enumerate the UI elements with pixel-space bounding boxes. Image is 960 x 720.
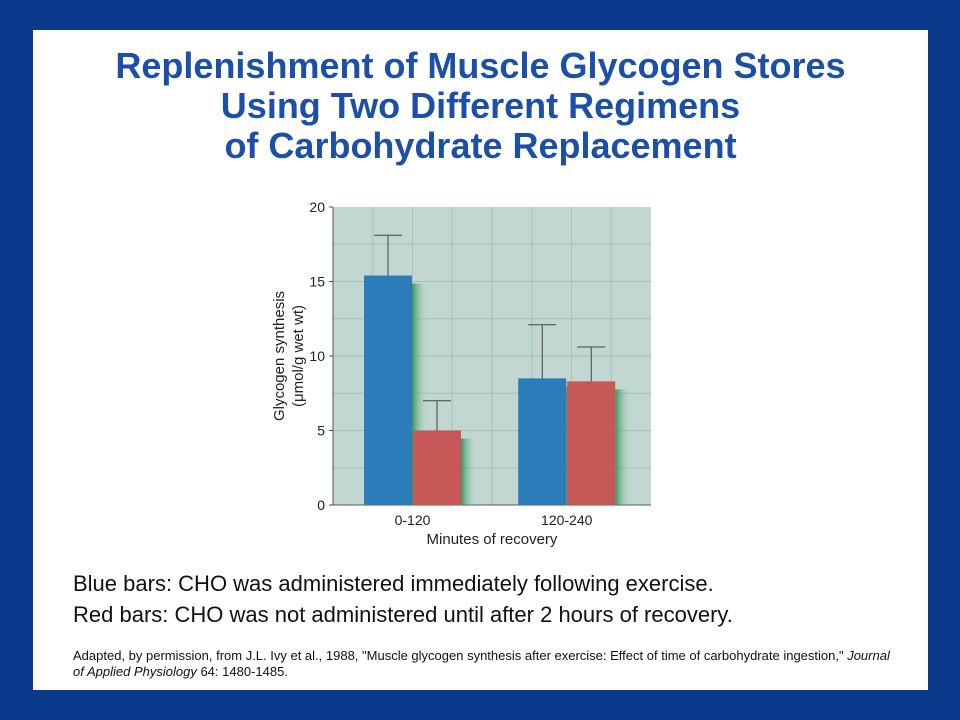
y-axis-label: Glycogen synthesis bbox=[271, 291, 288, 421]
caption: Blue bars: CHO was administered immediat… bbox=[73, 568, 913, 630]
bar bbox=[413, 430, 461, 505]
citation-journal: Journal of Applied Physiology bbox=[73, 648, 890, 679]
y-tick-label: 0 bbox=[317, 497, 325, 513]
bar bbox=[518, 378, 567, 505]
y-tick-label: 10 bbox=[309, 348, 325, 364]
x-axis-label: Minutes of recovery bbox=[427, 531, 558, 548]
bar-shadow bbox=[461, 438, 477, 505]
x-tick-label: 120-240 bbox=[541, 512, 593, 528]
y-tick-label: 20 bbox=[309, 199, 325, 215]
bar bbox=[567, 381, 616, 505]
bar bbox=[364, 275, 412, 505]
y-tick-label: 5 bbox=[317, 423, 325, 439]
y-axis-unit: (μmol/g wet wt) bbox=[290, 305, 307, 407]
citation: Adapted, by permission, from J.L. Ivy et… bbox=[73, 648, 903, 680]
x-tick-label: 0-120 bbox=[395, 512, 431, 528]
title-line-2: Using Two Different Regimens bbox=[220, 85, 741, 126]
bar-shadow bbox=[615, 389, 632, 505]
bar-chart: 0 5 10 15 20 0-120 120-240 Minutes of recovery G… bbox=[271, 199, 651, 548]
slide-title: Replenishment of Muscle Glycogen Stores … bbox=[33, 46, 928, 166]
citation-text: Adapted, by permission, from J.L. Ivy et… bbox=[73, 648, 848, 663]
title-line-3: of Carbohydrate Replacement bbox=[224, 125, 737, 166]
caption-red-bars: Red bars: CHO was not administered until… bbox=[73, 602, 733, 627]
caption-blue-bars: Blue bars: CHO was administered immediat… bbox=[73, 571, 714, 596]
citation-pages: 64: 1480-1485. bbox=[196, 664, 288, 679]
slide: Replenishment of Muscle Glycogen Stores … bbox=[33, 30, 928, 690]
y-tick-label: 15 bbox=[309, 274, 325, 290]
title-line-1: Replenishment of Muscle Glycogen Stores bbox=[115, 45, 846, 86]
